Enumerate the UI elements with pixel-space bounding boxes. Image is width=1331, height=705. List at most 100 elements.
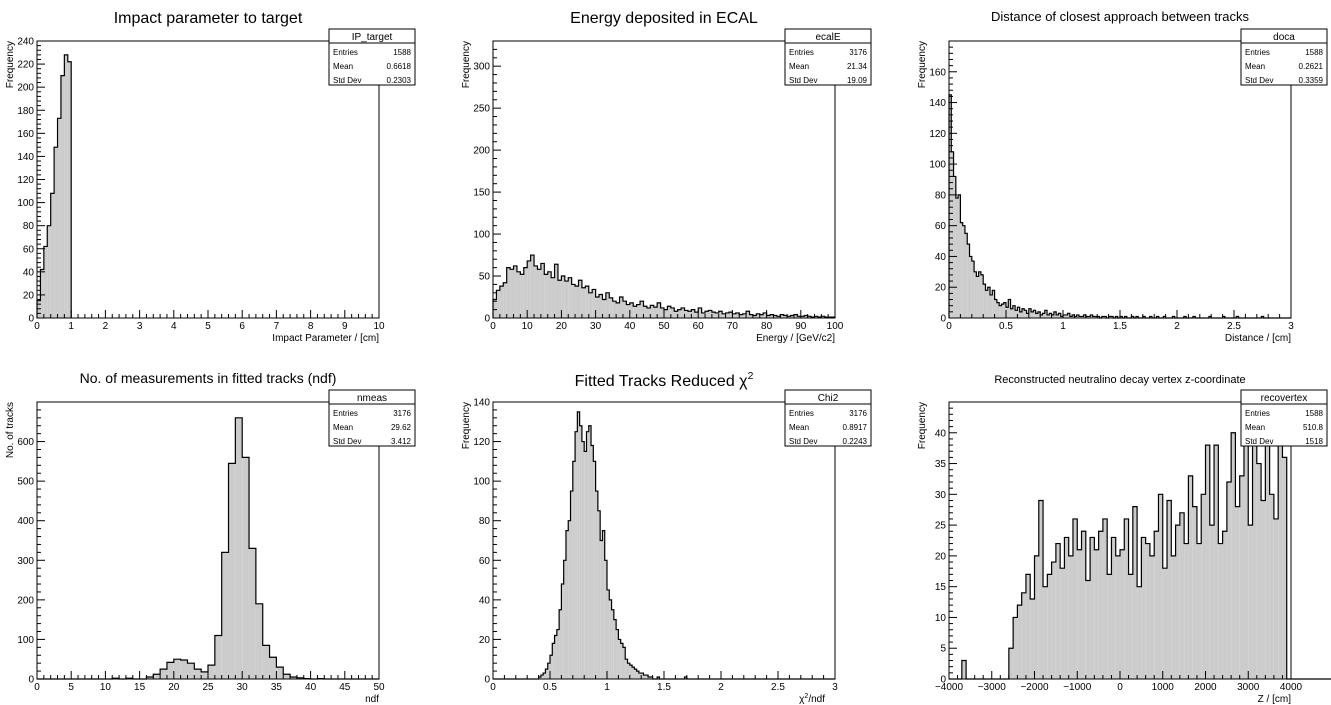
histogram-bar [609, 297, 613, 318]
histogram-bar [684, 677, 687, 679]
histogram-bar [636, 304, 641, 318]
y-tick-label: 40 [23, 267, 35, 278]
histogram-bar [985, 290, 988, 318]
y-tick-label: 180 [17, 106, 34, 117]
histogram-bar [1017, 605, 1022, 679]
histogram-bar [1024, 310, 1027, 318]
y-axis-label: Frequency [461, 402, 472, 449]
histogram-bar [520, 274, 524, 318]
histogram-bar [592, 289, 596, 318]
histogram-bar [634, 669, 637, 679]
y-tick-label: 300 [17, 556, 34, 567]
stats-box-name: Chi2 [818, 393, 839, 404]
histogram-bar [739, 314, 743, 318]
histogram-bar [1008, 299, 1011, 318]
histogram-bar [955, 197, 959, 318]
histogram-bar [646, 307, 651, 318]
y-tick-label: 400 [17, 516, 34, 527]
histogram-bar [1060, 568, 1065, 679]
histogram-bar [1115, 555, 1120, 679]
histogram-bar [1021, 592, 1026, 679]
histogram-bar [1051, 562, 1056, 679]
histogram-bar [1064, 537, 1069, 679]
histogram-bar [611, 609, 614, 679]
histogram-bar [1222, 316, 1225, 318]
x-axis-label: ndf [365, 694, 379, 705]
histogram-bar [1065, 314, 1068, 318]
x-tick-label: 100 [827, 321, 844, 332]
histogram-bar [1001, 304, 1004, 318]
histogram-bar [969, 256, 972, 318]
y-tick-label: 140 [473, 398, 490, 409]
histogram-bar [759, 314, 764, 318]
y-tick-label: 100 [929, 160, 946, 171]
histogram-bar [1031, 311, 1034, 318]
histogram-bar [1042, 313, 1045, 318]
y-tick-label: 140 [929, 98, 946, 109]
histogram-bar [1110, 316, 1114, 318]
histogram-bar [650, 305, 654, 318]
histogram-bar [667, 306, 671, 318]
histogram-bar [1179, 512, 1185, 679]
stats-value: 0.8917 [843, 423, 868, 432]
stats-value: 0.3359 [1299, 76, 1324, 85]
histogram-bar [516, 271, 521, 318]
histogram-bar [235, 417, 243, 679]
histogram-bar [1058, 313, 1061, 318]
stats-value: 0.2621 [1299, 62, 1324, 71]
histogram-bar [1135, 316, 1139, 318]
histogram-bar [964, 233, 968, 318]
histogram-bar [691, 309, 695, 318]
x-tick-label: 10 [373, 321, 385, 332]
x-tick-label: 40 [624, 321, 636, 332]
plot-frame [492, 401, 836, 680]
stats-box-name: ecalE [815, 32, 840, 43]
y-tick-label: 20 [23, 290, 35, 301]
histogram-bar [1141, 537, 1146, 679]
histogram-bar [1056, 314, 1059, 318]
histogram-bar [591, 445, 594, 679]
histogram-bar [632, 667, 635, 679]
histogram-bar [1038, 500, 1044, 679]
stats-box-name: nmeas [357, 393, 387, 404]
stats-value: 21.34 [847, 62, 868, 71]
histogram-bar [1077, 549, 1082, 679]
histogram-bar [657, 302, 661, 318]
histogram-bar [701, 312, 706, 318]
histogram-bar [1017, 307, 1020, 318]
x-tick-label: 30 [237, 682, 249, 693]
stats-box-frame [328, 28, 416, 86]
histogram-bar [677, 309, 682, 318]
histogram-bar [807, 316, 812, 318]
histogram-bar [1137, 586, 1142, 679]
y-tick-label: 100 [17, 635, 34, 646]
histogram-bar [153, 674, 161, 679]
y-axis-label: Frequency [917, 41, 928, 88]
histogram-bar [1188, 475, 1193, 679]
histogram-bar [1026, 313, 1029, 318]
histogram-bar [1120, 316, 1123, 318]
histogram-bar [575, 286, 579, 318]
histogram-bar [57, 118, 61, 319]
histogram-bar [1104, 316, 1107, 318]
histogram-bar [160, 669, 167, 679]
histogram-bar [650, 677, 653, 679]
histogram-bar [1131, 316, 1134, 318]
histogram-bar [242, 457, 250, 679]
histogram-bar [1149, 555, 1155, 679]
histogram-bar [783, 315, 788, 318]
histogram-bar [1030, 598, 1035, 679]
y-tick-label: 80 [23, 221, 35, 232]
histogram-bar [1248, 525, 1253, 679]
stats-label: Std Dev [333, 437, 361, 446]
x-tick-label: 6 [239, 321, 245, 332]
stats-value: 0.6618 [387, 62, 412, 71]
histogram-bar [1067, 313, 1070, 318]
y-tick-label: 60 [23, 244, 35, 255]
x-tick-label: 2 [103, 321, 109, 332]
stats-box: nmeas Entries 3176 Mean 29.62 Std Dev 3.412 [328, 389, 416, 447]
histogram-bar [776, 316, 781, 318]
y-tick-label: 5 [940, 644, 946, 655]
histogram-bar [648, 677, 651, 679]
